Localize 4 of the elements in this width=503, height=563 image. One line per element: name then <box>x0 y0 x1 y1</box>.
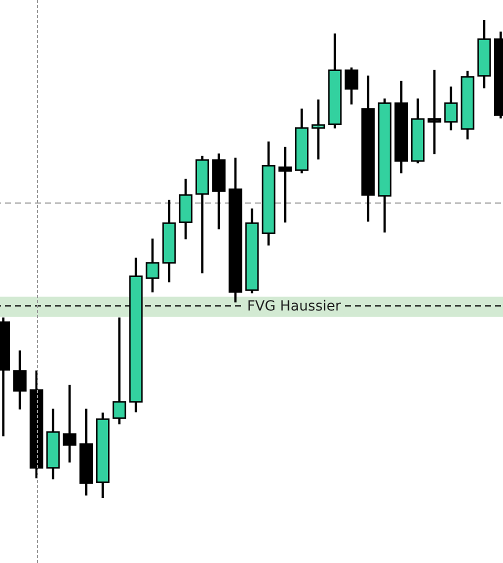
candlestick <box>112 317 126 424</box>
candlestick <box>278 146 292 223</box>
candlestick <box>312 99 326 160</box>
band-label: FVG Haussier <box>247 298 342 314</box>
